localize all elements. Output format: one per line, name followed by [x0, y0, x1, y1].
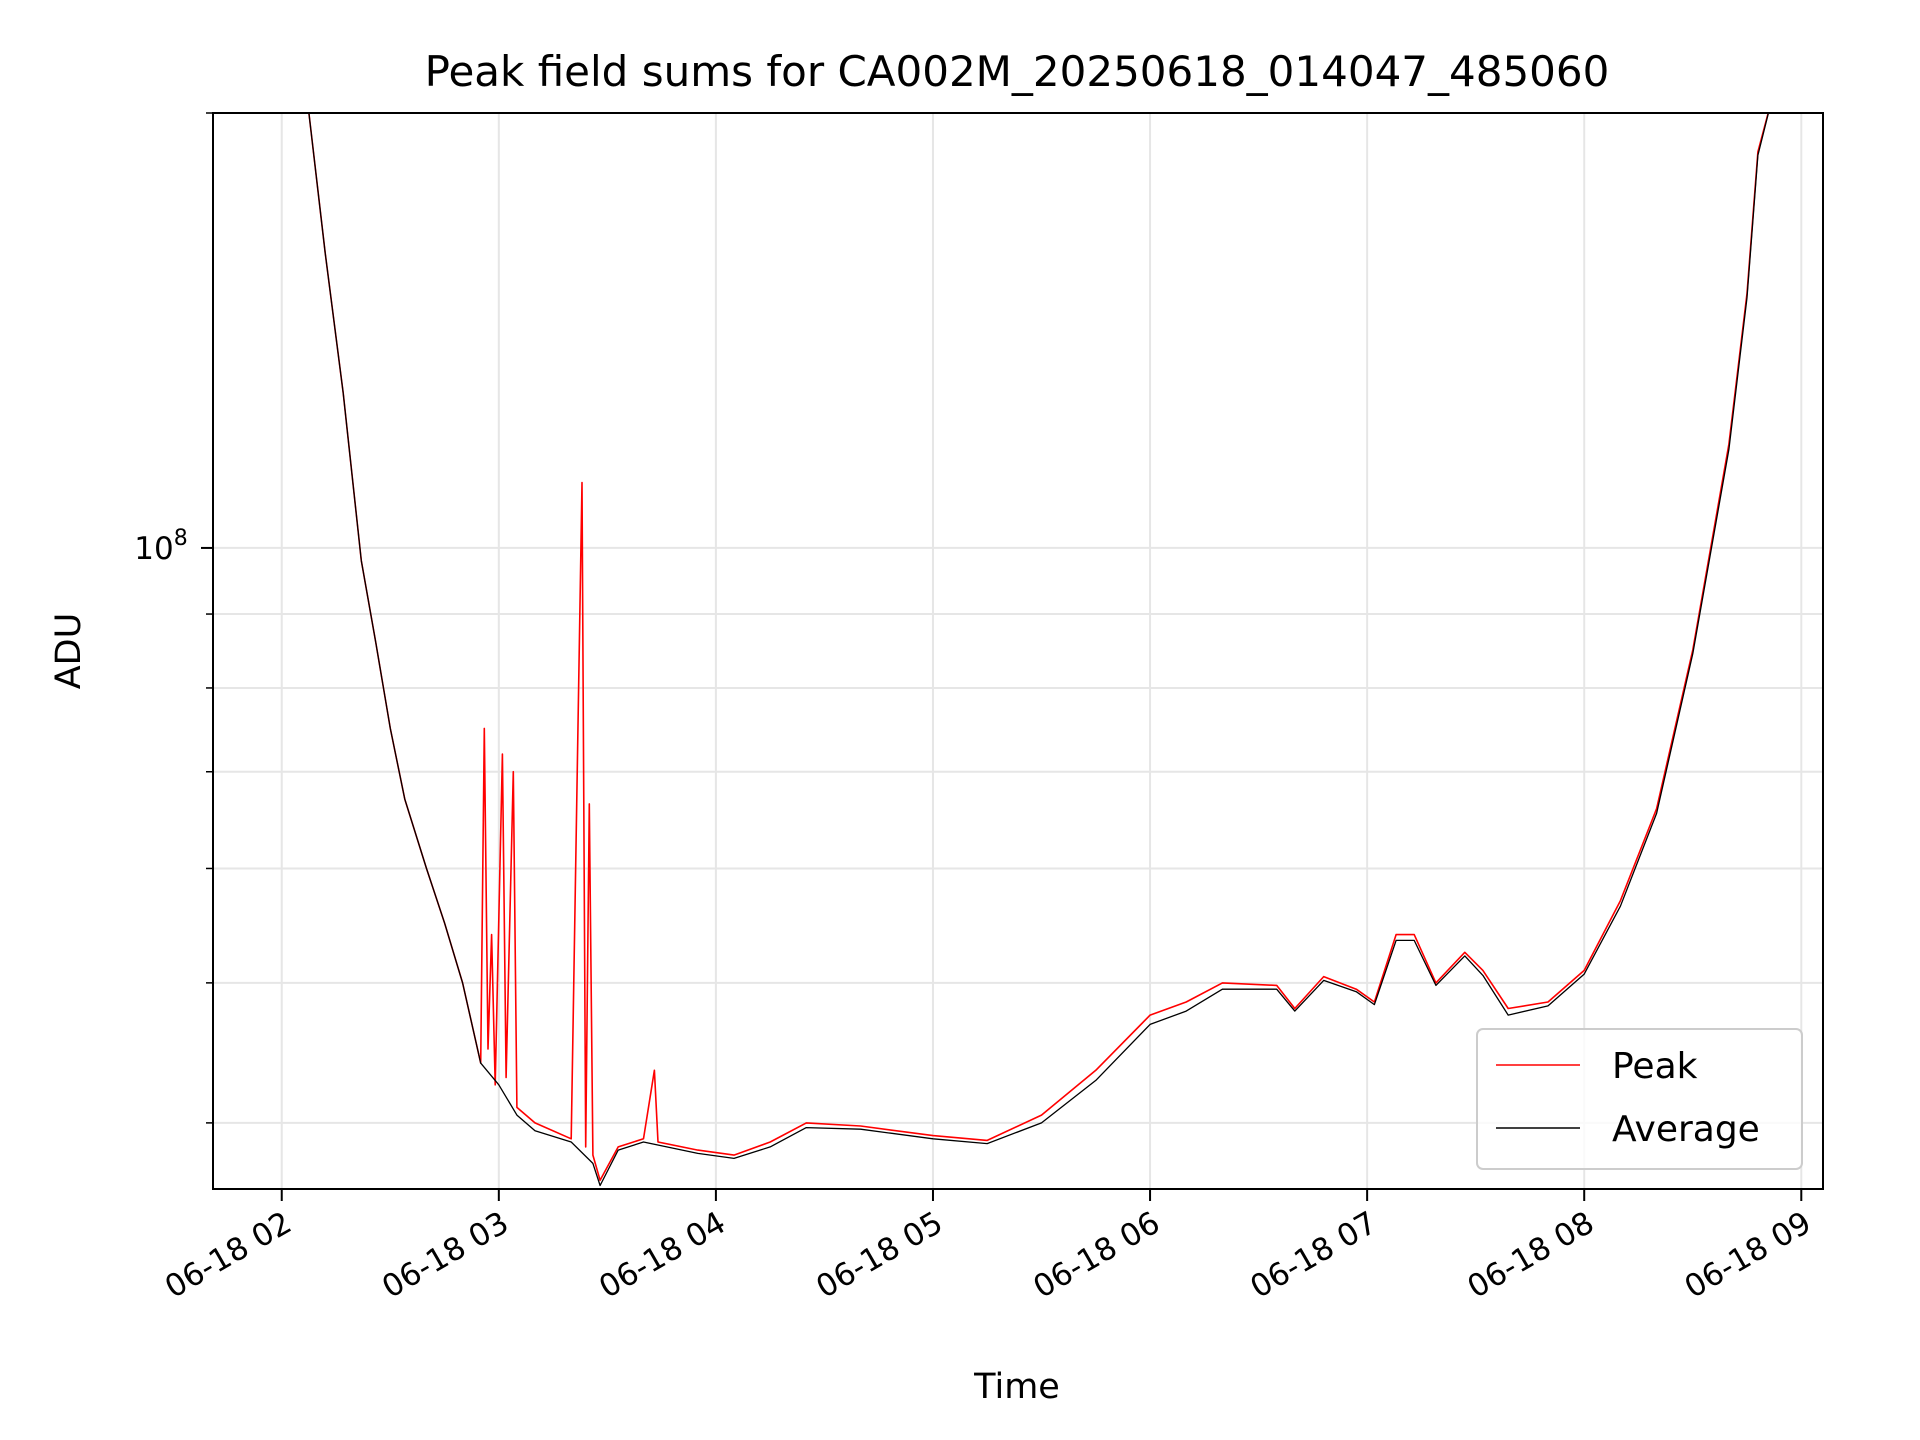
- x-tick-label: 06-18 05: [810, 1205, 949, 1306]
- legend-box: [1476, 1028, 1803, 1170]
- y-axis-label: ADU: [49, 613, 89, 690]
- legend: Peak Average: [1476, 1028, 1803, 1170]
- plot-lines: [308, 113, 1770, 1187]
- x-tick-label: 06-18 02: [159, 1205, 298, 1306]
- x-tick-label: 06-18 09: [1679, 1205, 1818, 1306]
- y-tick-label: 108: [134, 526, 187, 567]
- grid-lines: [213, 112, 1823, 1189]
- x-axis-ticks: 06-18 02 06-18 03 06-18 04 06-18 05 06-18 06…: [159, 1189, 1817, 1306]
- x-tick-label: 06-18 03: [376, 1205, 515, 1306]
- x-tick-label: 06-18 06: [1027, 1205, 1166, 1306]
- x-tick-label: 06-18 07: [1244, 1205, 1383, 1306]
- chart-title: Peak field sums for CA002M_20250618_0140…: [425, 47, 1610, 96]
- y-axis-ticks: 108: [134, 112, 213, 1124]
- legend-label-peak: Peak: [1612, 1046, 1698, 1087]
- x-axis-label: Time: [973, 1367, 1060, 1407]
- x-tick-label: 06-18 08: [1461, 1205, 1600, 1306]
- plot-frame: [212, 112, 1824, 1190]
- x-tick-label: 06-18 04: [593, 1205, 732, 1306]
- series-line-peak: [308, 113, 1770, 1182]
- series-line-average: [308, 113, 1770, 1187]
- legend-label-average: Average: [1612, 1109, 1760, 1150]
